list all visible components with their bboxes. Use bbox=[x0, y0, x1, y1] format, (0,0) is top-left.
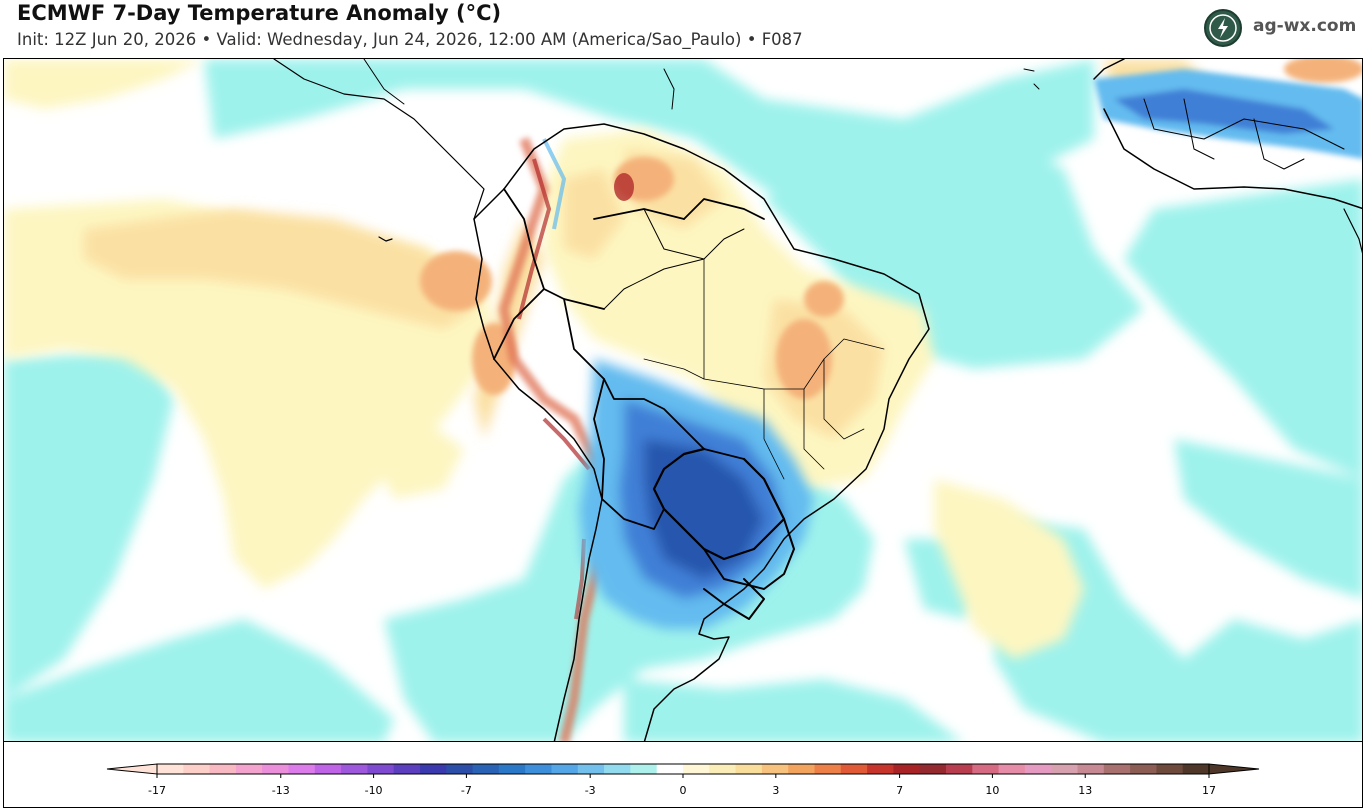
colorbar-tick-label: 10 bbox=[985, 784, 1000, 797]
colorbar-tick-label: -13 bbox=[271, 784, 290, 797]
colorbar-tick-label: -7 bbox=[460, 784, 472, 797]
anomaly-map[interactable] bbox=[3, 58, 1363, 742]
colorbar-tick-label: 17 bbox=[1202, 784, 1216, 797]
colorbar-tick-label: -10 bbox=[364, 784, 383, 797]
colorbar-tick-label: 0 bbox=[679, 784, 687, 797]
hot-anomaly-areas bbox=[420, 59, 1362, 399]
brand-name: ag-wx.com bbox=[1253, 16, 1357, 36]
colorbar-tick-label: 7 bbox=[896, 784, 904, 797]
colorbar-tick-label: -3 bbox=[584, 784, 596, 797]
colorbar-tick-label: -17 bbox=[148, 784, 166, 797]
legend-frame bbox=[3, 742, 1363, 808]
page-title: ECMWF 7-Day Temperature Anomaly (°C) bbox=[17, 1, 502, 25]
map-canvas bbox=[4, 59, 1362, 741]
chart-header: ECMWF 7-Day Temperature Anomaly (°C) Ini… bbox=[0, 0, 1367, 58]
brand-logo[interactable]: ag-wx.com bbox=[1204, 8, 1357, 48]
colorbar-tick-label: 3 bbox=[772, 784, 780, 797]
cold-anomaly-area bbox=[579, 359, 814, 629]
lightning-bolt-icon bbox=[1204, 9, 1242, 47]
africa-cold-anomaly-area bbox=[1094, 69, 1362, 159]
init-valid-subtitle: Init: 12Z Jun 20, 2026 • Valid: Wednesda… bbox=[17, 30, 803, 49]
continent-outlines bbox=[273, 59, 1362, 741]
colorbar-tick-label: 13 bbox=[1078, 784, 1093, 797]
